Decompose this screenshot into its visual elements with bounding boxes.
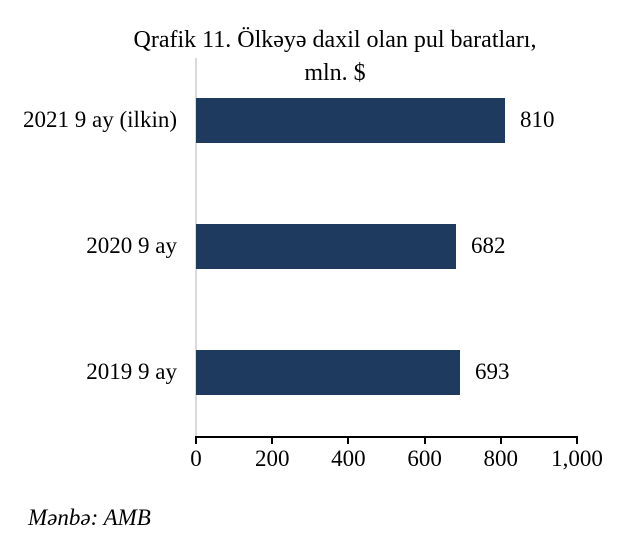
x-axis-tick-mark <box>271 437 274 444</box>
x-axis-tick-label: 600 <box>407 446 442 471</box>
chart-title: Qrafik 11. Ölkəyə daxil olan pul baratla… <box>40 24 620 90</box>
x-axis-line <box>195 436 578 438</box>
x-axis-tick-label: 0 <box>190 446 202 471</box>
x-axis-tick-label: 200 <box>254 446 290 471</box>
category-label: 2020 9 ay <box>86 233 177 258</box>
chart-title-line2: mln. $ <box>304 60 366 86</box>
x-axis-tick-mark <box>576 437 578 444</box>
category-label: 2019 9 ay <box>86 359 177 384</box>
chart-title-line1: Qrafik 11. Ölkəyə daxil olan pul baratla… <box>133 27 537 53</box>
bar <box>196 97 505 143</box>
x-axis-tick-label: 1,000 <box>551 446 603 471</box>
x-axis-tick-mark <box>499 437 502 444</box>
category-label: 2021 9 ay (ilkin) <box>23 107 177 132</box>
bar <box>196 223 456 269</box>
x-axis-tick-mark <box>195 437 197 444</box>
bar <box>196 349 460 395</box>
value-label: 693 <box>475 359 510 384</box>
x-axis-tick-mark <box>423 437 426 444</box>
source-note: Mənbə: AMB <box>28 505 151 530</box>
value-label: 810 <box>520 107 555 132</box>
x-axis-tick-mark <box>347 437 350 444</box>
x-axis-tick-label: 400 <box>331 446 366 471</box>
x-axis-tick-label: 800 <box>483 446 519 471</box>
value-label: 682 <box>471 233 506 258</box>
